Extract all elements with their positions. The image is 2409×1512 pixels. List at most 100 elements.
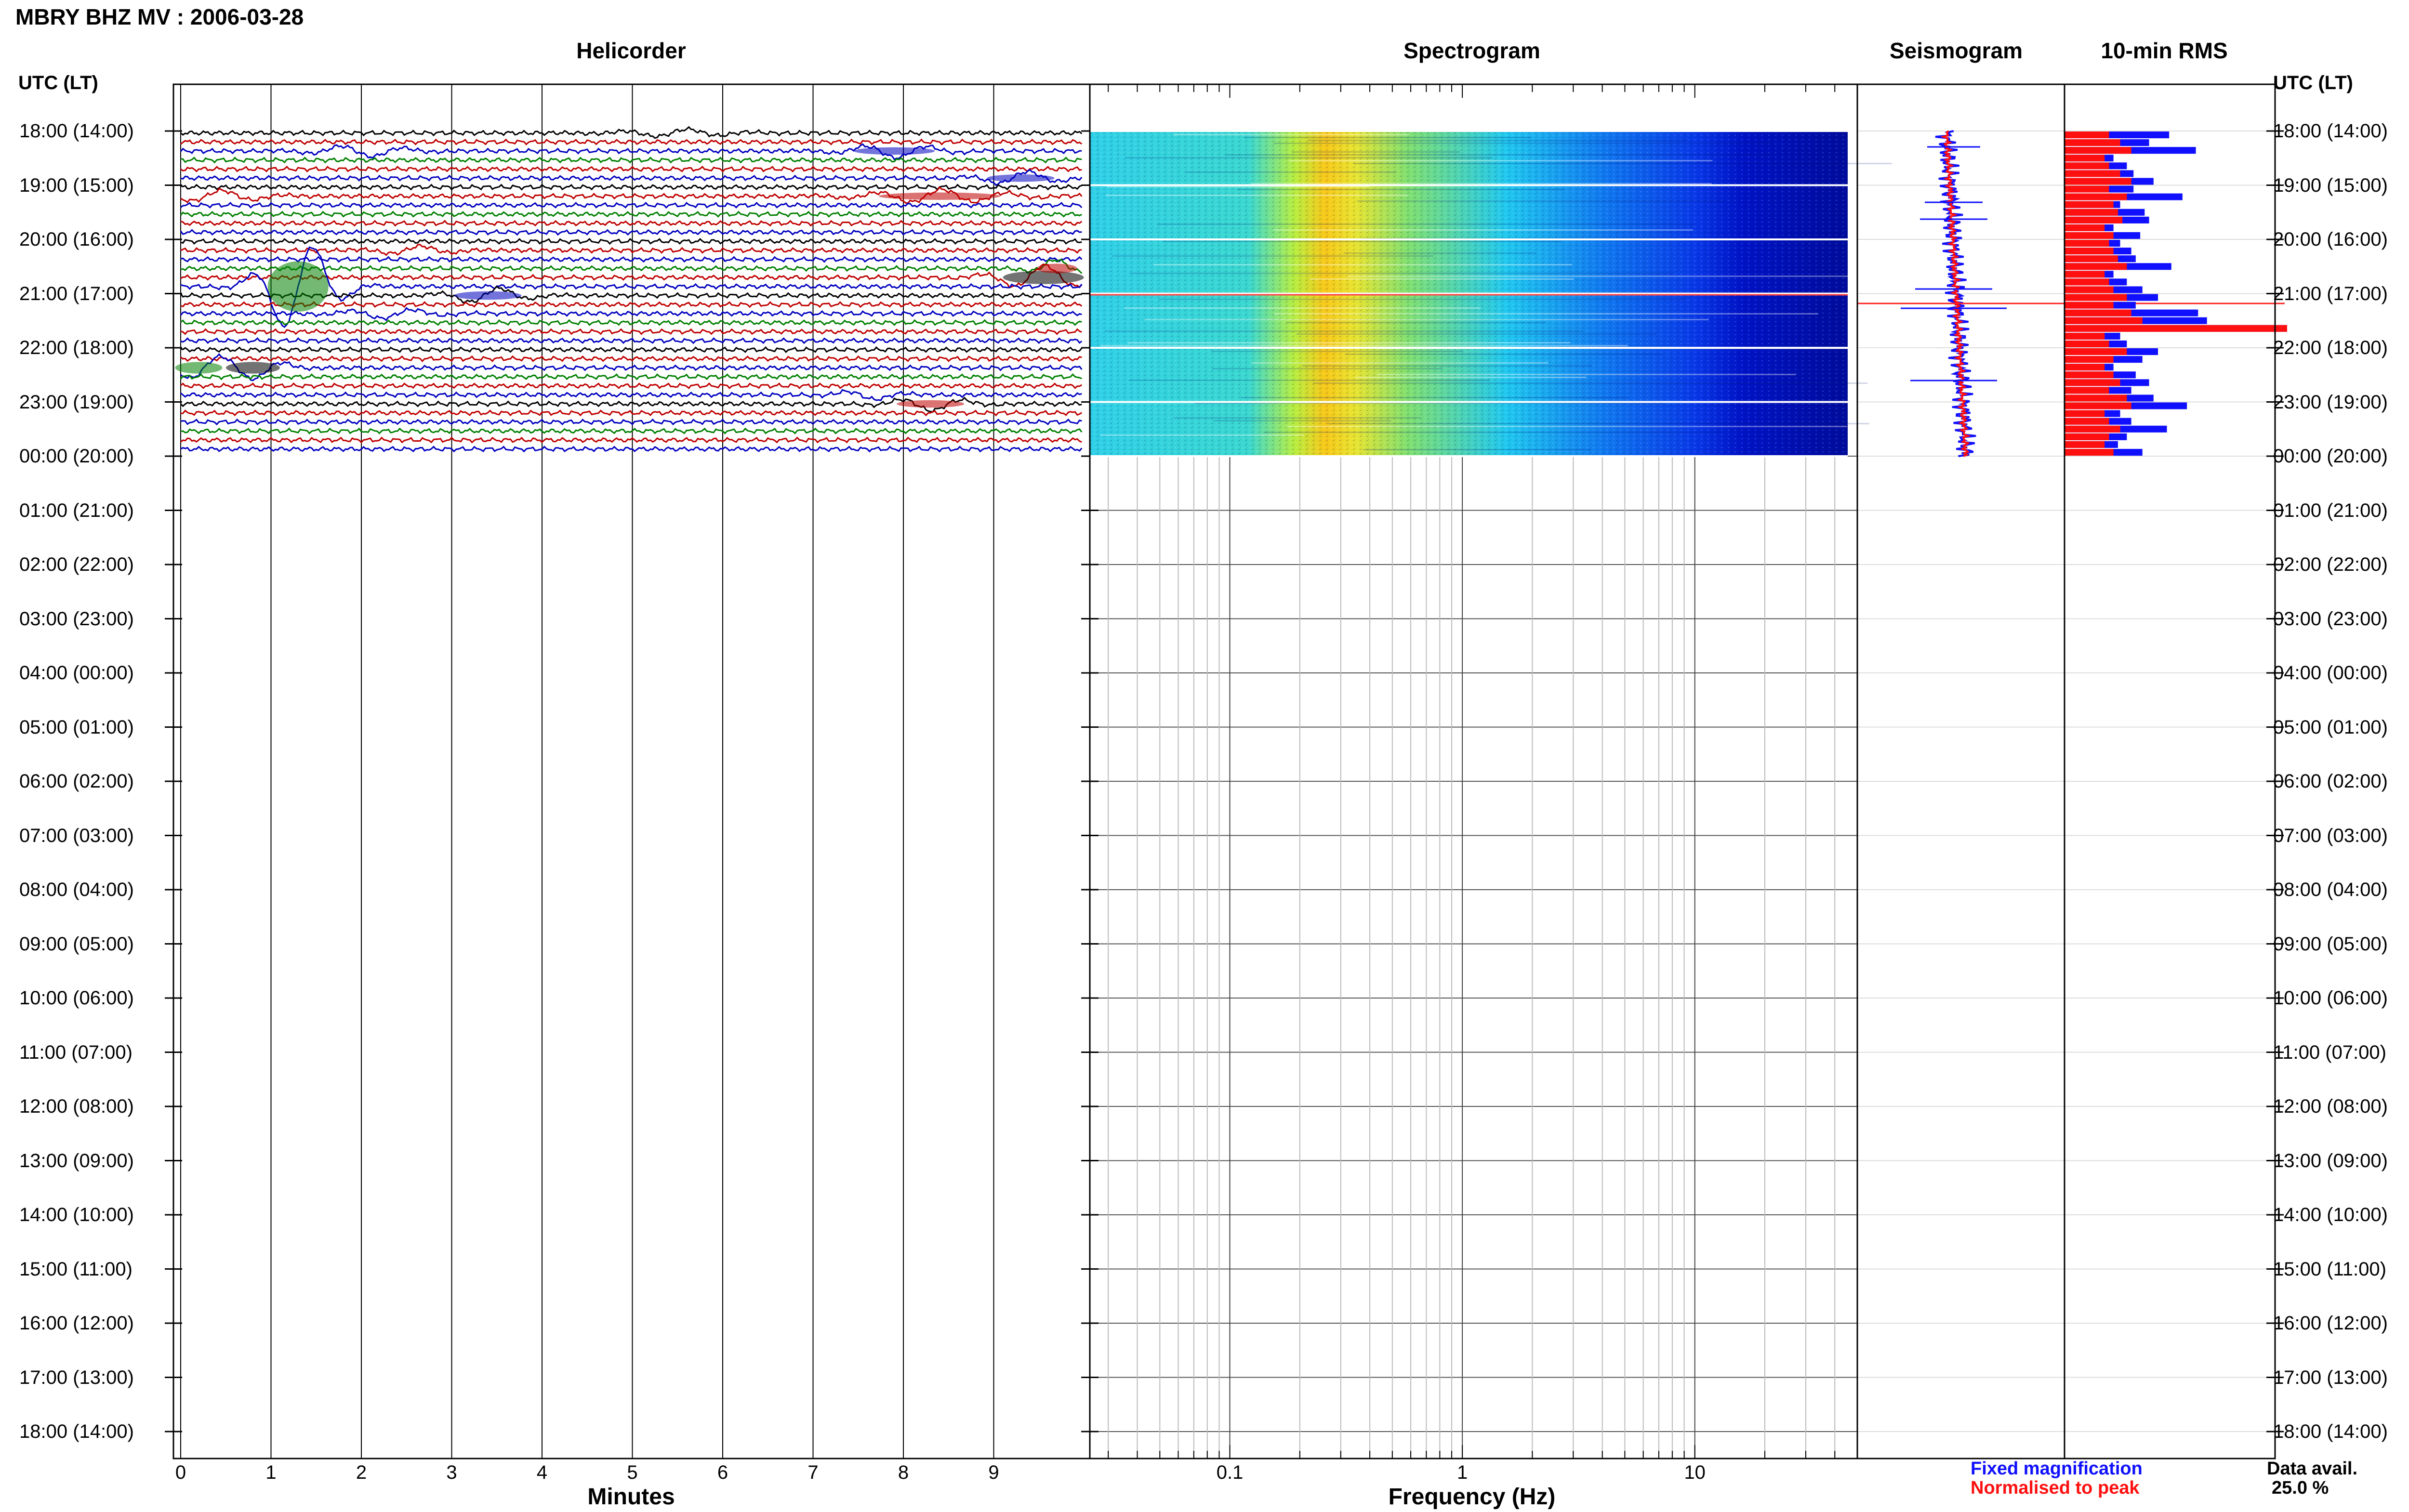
helicorder-event — [267, 261, 329, 312]
rms-bar-normalised — [2065, 294, 2127, 301]
rms-bar-normalised — [2065, 340, 2109, 347]
spectrogram-streak — [1127, 342, 1571, 343]
time-label-right: 00:00 (20:00) — [2273, 446, 2388, 467]
rms-title: 10-min RMS — [2101, 38, 2228, 63]
page-title: MBRY BHZ MV : 2006-03-28 — [15, 4, 304, 29]
helicorder-trace — [180, 143, 1082, 160]
utc-header-right: UTC (LT) — [2273, 72, 2353, 93]
helicorder-trace — [180, 418, 1082, 426]
time-label-left: 04:00 (00:00) — [19, 662, 134, 684]
helicorder-trace — [180, 244, 1082, 256]
rms-bar-normalised — [2065, 271, 2105, 278]
helicorder-trace — [180, 201, 1083, 209]
rms-bar-normalised — [2065, 364, 2105, 371]
frequency-tick-label: 0.1 — [1216, 1462, 1244, 1483]
minute-tick-label: 2 — [356, 1462, 367, 1483]
spectrogram-streak — [1158, 299, 1686, 300]
helicorder-trace — [180, 229, 1082, 236]
rms-bar-normalised — [2065, 240, 2109, 247]
helicorder-trace — [180, 328, 1082, 335]
time-label-left: 17:00 (13:00) — [19, 1367, 134, 1388]
minute-tick-label: 5 — [627, 1462, 638, 1483]
spectrogram-streak — [1377, 374, 1796, 375]
time-label-right: 21:00 (17:00) — [2273, 283, 2388, 304]
minutes-axis-label: Minutes — [587, 1484, 675, 1510]
helicorder-trace — [180, 184, 1082, 191]
spectrogram-streak — [1244, 137, 1532, 138]
time-label-right: 09:00 (05:00) — [2273, 933, 2388, 955]
spectrogram-streak — [1162, 241, 1562, 242]
helicorder-trace — [180, 353, 1083, 381]
helicorder-event — [1036, 263, 1077, 274]
helicorder-event — [226, 362, 280, 374]
spectrogram-streak — [1225, 154, 1770, 156]
spectrogram-streak — [1343, 252, 1536, 254]
rms-bar-normalised — [2065, 155, 2105, 162]
time-label-right: 07:00 (03:00) — [2273, 825, 2388, 846]
spectrogram-streak — [1237, 189, 1564, 190]
helicorder-event — [897, 400, 965, 408]
spectrogram-streak — [1186, 171, 1397, 173]
seismogram-title: Seismogram — [1889, 38, 2023, 63]
spectrogram-streak — [1174, 417, 1421, 419]
helicorder-trace — [180, 346, 1083, 354]
time-label-left: 16:00 (12:00) — [19, 1313, 134, 1334]
time-label-left: 08:00 (04:00) — [19, 879, 134, 900]
time-label-left: 14:00 (10:00) — [19, 1204, 134, 1225]
helicorder-trace — [180, 126, 1083, 139]
helicorder-trace — [180, 427, 1083, 434]
time-label-left: 20:00 (16:00) — [19, 229, 134, 250]
spectrogram-streak — [1345, 354, 1662, 355]
rms-layer — [2065, 131, 2287, 456]
rms-bar-normalised — [2065, 448, 2114, 456]
spectrogram-streak — [1296, 333, 1657, 335]
time-label-right: 01:00 (21:00) — [2273, 500, 2388, 521]
spectrogram-streak — [1251, 362, 1549, 364]
spectrogram-streak — [1211, 351, 1464, 352]
helicorder-trace — [180, 246, 1083, 328]
spectrogram-streak — [1286, 322, 1547, 323]
time-label-right: 17:00 (13:00) — [2273, 1367, 2388, 1388]
helicorder-layer — [175, 126, 1084, 453]
spectrogram-streak — [1194, 403, 1665, 404]
time-label-right: 19:00 (15:00) — [2273, 174, 2388, 196]
rms-bar-normalised — [2065, 387, 2109, 394]
rms-bar-normalised — [2065, 255, 2118, 263]
rms-bar-normalised — [2065, 402, 2131, 409]
time-label-left: 22:00 (18:00) — [19, 337, 134, 358]
rms-bar-normalised — [2065, 232, 2114, 239]
spectrogram-streak — [1286, 426, 1847, 427]
rms-bar-normalised — [2065, 317, 2143, 324]
spectrogram-title: Spectrogram — [1403, 38, 1540, 63]
time-label-right: 04:00 (00:00) — [2273, 662, 2388, 684]
time-label-left: 19:00 (15:00) — [19, 174, 134, 196]
minute-tick-label: 8 — [898, 1462, 909, 1483]
helicorder-trace — [180, 301, 1083, 308]
rms-bar-normalised — [2065, 302, 2114, 309]
rms-bar-normalised — [2065, 224, 2105, 231]
rms-bar-normalised — [2065, 418, 2109, 425]
helicorder-trace — [180, 409, 1083, 417]
time-label-left: 23:00 (19:00) — [19, 391, 134, 413]
legend-fixed-magnification: Fixed magnification — [1971, 1459, 2143, 1479]
helicorder-trace — [180, 157, 1082, 164]
rms-bar-normalised — [2065, 178, 2131, 185]
helicorder-event — [454, 291, 522, 300]
rms-bar-normalised — [2065, 410, 2105, 417]
helicorder-trace — [180, 355, 1082, 362]
helicorder-event — [175, 362, 223, 374]
minute-tick-label: 3 — [446, 1462, 457, 1483]
rms-bar-normalised — [2065, 248, 2114, 255]
minute-tick-label: 0 — [175, 1462, 186, 1483]
time-label-right: 22:00 (18:00) — [2273, 337, 2388, 358]
frame-layer — [172, 83, 2276, 1459]
rms-bar-normalised — [2065, 325, 2287, 332]
rms-bar-normalised — [2065, 170, 2120, 177]
helicorder-event — [879, 192, 1000, 200]
utc-header-left: UTC (LT) — [18, 72, 98, 93]
minute-tick-label: 1 — [265, 1462, 277, 1483]
spectrogram-streak — [1241, 397, 1629, 398]
spectrogram-streak — [1129, 380, 1489, 381]
rms-bar-normalised — [2065, 394, 2127, 402]
